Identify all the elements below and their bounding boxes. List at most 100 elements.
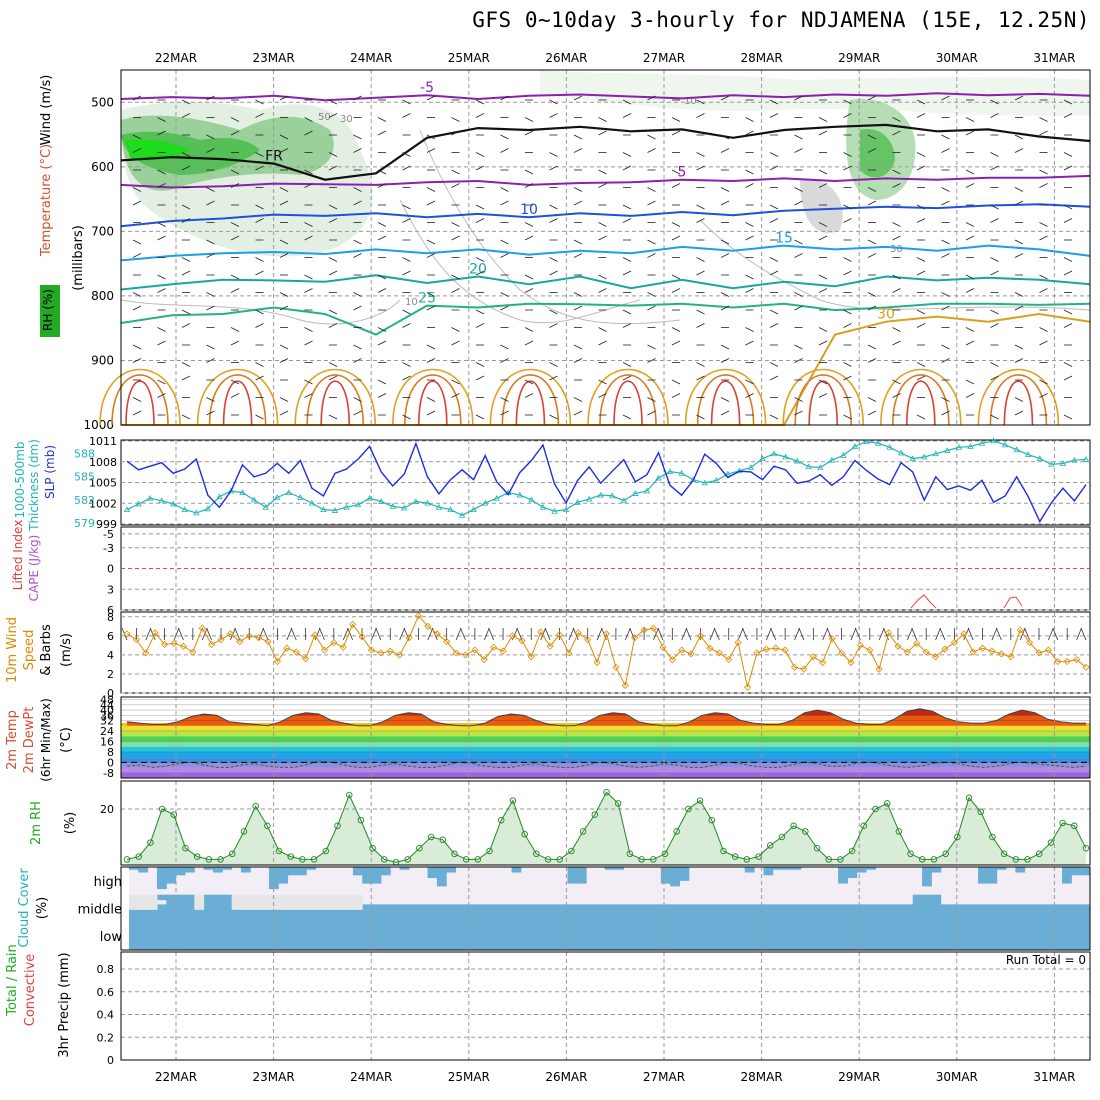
wind-barb [549, 204, 558, 210]
wind-barb [524, 393, 534, 398]
thickness-point [146, 494, 154, 501]
stability-panel: -5-3 0 3 6 [103, 526, 1091, 617]
wind-speed-point [649, 624, 658, 632]
thickness-point [724, 470, 731, 477]
wind-barb [342, 627, 349, 641]
wind-barb [916, 99, 926, 105]
wind-barb [132, 200, 142, 206]
thickness-point [632, 490, 639, 496]
thickness-point [828, 456, 835, 463]
surface-temp-contour [892, 374, 950, 426]
thickness-point [620, 497, 628, 504]
wind-barb [181, 270, 191, 276]
wind-barb [916, 152, 926, 157]
minmax-axis-title: (6hr Min/Max) [39, 698, 53, 782]
wind-barb [500, 410, 509, 416]
cloud-gap [278, 894, 289, 910]
wind-barb [181, 204, 191, 210]
thickness-point [331, 507, 339, 513]
rh-point [930, 856, 938, 863]
wind-barb [769, 204, 779, 210]
wind-speed-point [461, 651, 470, 659]
thickness-point [354, 501, 362, 508]
wind-speed-point [245, 632, 253, 640]
wind-speed-point [706, 644, 714, 652]
wind-barb [206, 627, 212, 641]
rh-point [287, 853, 294, 860]
wind-barb [1039, 340, 1048, 346]
wind-barb [941, 410, 950, 416]
wind-barb [475, 270, 485, 276]
isotherm-line [120, 174, 1091, 189]
wind-barb [328, 99, 338, 105]
thickness-point [262, 503, 269, 510]
rh-region [860, 129, 895, 178]
wind-speed-point [1044, 646, 1052, 654]
thickness-point [805, 463, 812, 470]
precip-conv-title: Convective [23, 954, 38, 1027]
wind-barb [500, 344, 509, 350]
thickness-point [401, 504, 408, 511]
wind-barb [1014, 239, 1024, 245]
wind-barb [206, 253, 215, 258]
thickness-point [863, 438, 870, 445]
wind-barb [328, 257, 338, 262]
wind-barb [769, 165, 779, 171]
rh-point [1000, 850, 1008, 858]
wind-barb [328, 375, 338, 381]
wind-barb [500, 239, 509, 245]
temp-axis-title: 2m Temp [5, 710, 20, 770]
wind-barb [818, 393, 828, 398]
wind-barb [769, 362, 779, 367]
wind-barb [328, 323, 338, 328]
rh-point [381, 856, 388, 863]
rh-region [540, 70, 1090, 117]
surface-temp-contour [125, 380, 155, 426]
wind-speed-point [856, 641, 864, 649]
wind-speed-point [1073, 656, 1081, 664]
precip-tick-label: 0 [107, 1054, 114, 1067]
wind-barb [544, 627, 551, 641]
thickness-point [1082, 456, 1090, 462]
wind-barb [573, 292, 583, 297]
wind-speed-point [471, 646, 479, 654]
wind-speed-point [1063, 657, 1071, 666]
wind-barb [426, 397, 436, 402]
wind-barb [892, 130, 901, 136]
li-tick-label: 6 [107, 604, 114, 617]
wind-barb [230, 327, 240, 332]
wind-speed-point [226, 630, 234, 638]
thickness-point [158, 497, 165, 504]
wind-barb [769, 323, 779, 328]
wind-barb [647, 358, 656, 363]
wind-speed-point [593, 658, 601, 667]
wind-barb [573, 358, 583, 363]
wind-barb [892, 222, 901, 227]
wind-barb [181, 375, 191, 381]
thickness-point [320, 506, 327, 513]
thickness-point [123, 506, 131, 513]
wind-barb [1063, 257, 1073, 262]
wind-barb [549, 218, 558, 223]
wind-speed-point [1054, 657, 1062, 666]
rh-line [126, 791, 1087, 863]
wind-barb [475, 362, 485, 367]
wind-barb [911, 627, 918, 641]
temp-band [121, 762, 1090, 768]
wind-barb [132, 358, 142, 363]
wind-barb [451, 169, 460, 175]
cloud-bar-high [362, 867, 373, 884]
wind-speed-point [546, 642, 554, 650]
wind-barb [573, 253, 583, 258]
cloud-bar-high [791, 867, 802, 870]
wind-barb [598, 340, 607, 346]
wind-barb [1014, 148, 1024, 153]
wind-barb [720, 305, 730, 311]
wind-barb [157, 274, 166, 280]
wind-barb [377, 379, 387, 385]
rh-contour [699, 219, 1091, 311]
temp-tick-label: 48 [100, 694, 114, 707]
wind-barb [234, 627, 241, 641]
wind-barb [157, 288, 166, 293]
